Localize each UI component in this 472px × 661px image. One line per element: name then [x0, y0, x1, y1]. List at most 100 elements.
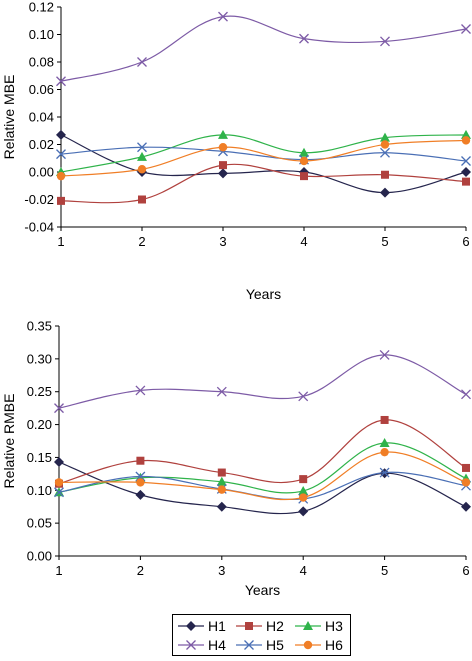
data-point-h1 — [298, 506, 309, 517]
series-line-h2 — [58, 419, 467, 485]
data-point-h3 — [216, 476, 227, 486]
x-tick-label: 3 — [219, 234, 226, 249]
legend-item-h4: H4 — [178, 637, 226, 653]
data-point-h2 — [217, 468, 226, 477]
series-line-h5 — [60, 146, 467, 162]
series-h4 — [54, 349, 471, 414]
data-point-h4 — [379, 349, 390, 360]
legend-label: H3 — [325, 618, 343, 634]
legend-item-h5: H5 — [236, 637, 284, 653]
data-point-h5 — [461, 156, 471, 166]
series-line-h6 — [58, 451, 467, 501]
y-tick-label: 0.10 — [29, 27, 54, 42]
data-point-h4 — [216, 386, 227, 397]
y-tick-label: 0.12 — [29, 0, 54, 15]
y-tick-label: 0.15 — [27, 450, 52, 465]
data-point-h3 — [298, 485, 309, 495]
data-point-h2 — [462, 177, 470, 186]
legend-item-h2: H2 — [236, 618, 284, 634]
legend-label: H4 — [208, 637, 226, 653]
data-point-h6 — [136, 478, 145, 487]
x-axis-label: Years — [246, 286, 281, 302]
data-point-h5 — [380, 147, 390, 158]
y-axis-label: Relative RMBE — [1, 394, 17, 489]
data-point-h1 — [218, 168, 228, 179]
data-point-h6 — [299, 493, 308, 502]
legend-marker — [245, 622, 253, 630]
legend-marker — [303, 621, 313, 630]
x-axis-label: Years — [245, 582, 280, 598]
series-line-h4 — [60, 15, 467, 82]
data-point-h2 — [381, 170, 389, 179]
legend-marker — [186, 621, 196, 631]
data-point-h4 — [299, 33, 309, 44]
y-tick-label: 0.05 — [27, 516, 52, 531]
data-point-h2 — [299, 475, 308, 484]
data-point-h6 — [299, 156, 309, 166]
data-point-h6 — [217, 485, 226, 494]
y-tick-label: 0.30 — [27, 351, 52, 366]
y-tick-label: 0.02 — [29, 137, 54, 152]
x-tick-label: 1 — [57, 234, 64, 249]
x-tick-label: 6 — [462, 563, 469, 578]
series-h1 — [54, 457, 471, 517]
x-tick-label: 4 — [300, 234, 307, 249]
series-line-h3 — [60, 134, 467, 173]
legend-box — [172, 614, 351, 656]
data-point-h4 — [218, 11, 228, 22]
data-point-h4 — [380, 36, 390, 47]
data-point-h2 — [300, 172, 308, 181]
data-point-h1 — [56, 129, 66, 140]
legend-marker — [303, 640, 313, 650]
x-tick-label: 5 — [381, 234, 388, 249]
series-h3 — [54, 437, 471, 497]
data-point-h3 — [379, 437, 390, 447]
data-point-h4 — [135, 385, 146, 396]
data-point-h3 — [380, 132, 390, 142]
data-point-h1 — [461, 501, 471, 512]
chart-relative-mbe: -0.04 -0.02 0.00 0.02 0.04 0.06 0.08 0.10 0.12 1 2… — [1, 0, 471, 302]
data-point-h1 — [135, 489, 146, 500]
data-point-h6 — [137, 165, 147, 174]
series-h5 — [54, 467, 471, 504]
data-point-h4 — [54, 403, 64, 414]
data-point-h1 — [54, 457, 64, 468]
data-point-h2 — [138, 195, 146, 204]
x-tick-label: 4 — [300, 563, 307, 578]
data-point-h4 — [56, 76, 66, 87]
legend: H1 H2 H3 H4 H5 H6 — [172, 614, 351, 656]
y-tick-label: 0.06 — [29, 82, 54, 97]
series-line-h6 — [60, 139, 467, 177]
x-tick-label: 3 — [218, 563, 225, 578]
data-point-h5 — [56, 149, 66, 160]
y-tick-label: 0.20 — [27, 417, 52, 432]
chart-relative-rmbe: 0.00 0.05 0.10 0.15 0.20 0.25 0.30 0.35 1 2 3 4 5 6 Ye… — [1, 319, 471, 598]
data-point-h6 — [218, 143, 228, 152]
data-point-h2 — [57, 196, 65, 205]
axis-lines — [58, 326, 466, 557]
legend-label: H1 — [208, 618, 226, 634]
x-tick-label: 2 — [137, 563, 144, 578]
data-point-h6 — [380, 140, 390, 149]
data-point-h4 — [461, 389, 471, 400]
data-point-h2 — [380, 415, 389, 424]
x-tick-label: 6 — [462, 234, 469, 249]
series-line-h1 — [58, 461, 467, 515]
series-h3 — [56, 129, 471, 176]
legend-label: H5 — [266, 637, 284, 653]
legend-item-h1: H1 — [178, 618, 226, 634]
legend-item-h6: H6 — [295, 637, 343, 653]
y-tick-label: -0.02 — [24, 192, 54, 207]
data-point-h6 — [461, 478, 471, 487]
series-line-h1 — [60, 134, 467, 194]
x-tick-label: 1 — [55, 563, 62, 578]
y-tick-label: -0.04 — [24, 220, 54, 235]
series-line-h3 — [58, 442, 467, 494]
data-point-h3 — [137, 151, 147, 161]
series-h4 — [56, 11, 471, 87]
x-tick-label: 2 — [138, 234, 145, 249]
data-point-h3 — [299, 147, 309, 157]
data-point-h3 — [461, 129, 471, 139]
data-point-h6 — [54, 478, 64, 487]
